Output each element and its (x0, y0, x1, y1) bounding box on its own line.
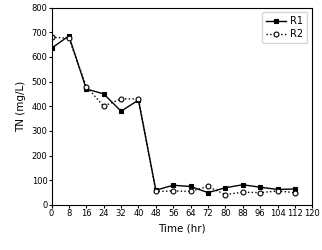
R1 (258, 186, 262, 189)
R2 (241, 191, 245, 194)
Line: R1: R1 (49, 34, 298, 195)
R1 (171, 184, 175, 187)
R2 (189, 190, 193, 193)
Legend: R1, R2: R1, R2 (262, 12, 308, 43)
R1 (102, 92, 106, 96)
R1 (206, 191, 210, 194)
R2 (206, 185, 210, 188)
R1 (223, 186, 227, 189)
R2 (154, 190, 158, 193)
R2 (67, 37, 71, 40)
R1 (276, 188, 279, 191)
R2 (102, 105, 106, 108)
R1 (119, 110, 123, 113)
R2 (293, 191, 297, 194)
R1 (293, 188, 297, 190)
R2 (223, 193, 227, 196)
Line: R2: R2 (49, 35, 298, 197)
R1 (241, 183, 245, 186)
R2 (119, 97, 123, 100)
R2 (137, 97, 140, 100)
R1 (50, 47, 53, 50)
R2 (84, 85, 88, 88)
R1 (154, 189, 158, 192)
R1 (189, 185, 193, 188)
R1 (84, 88, 88, 90)
R2 (50, 36, 53, 38)
R2 (258, 191, 262, 194)
R2 (171, 190, 175, 192)
R1 (67, 34, 71, 37)
X-axis label: Time (hr): Time (hr) (158, 224, 206, 234)
R1 (137, 98, 140, 102)
R2 (276, 190, 279, 192)
Y-axis label: TN (mg/L): TN (mg/L) (16, 80, 26, 132)
